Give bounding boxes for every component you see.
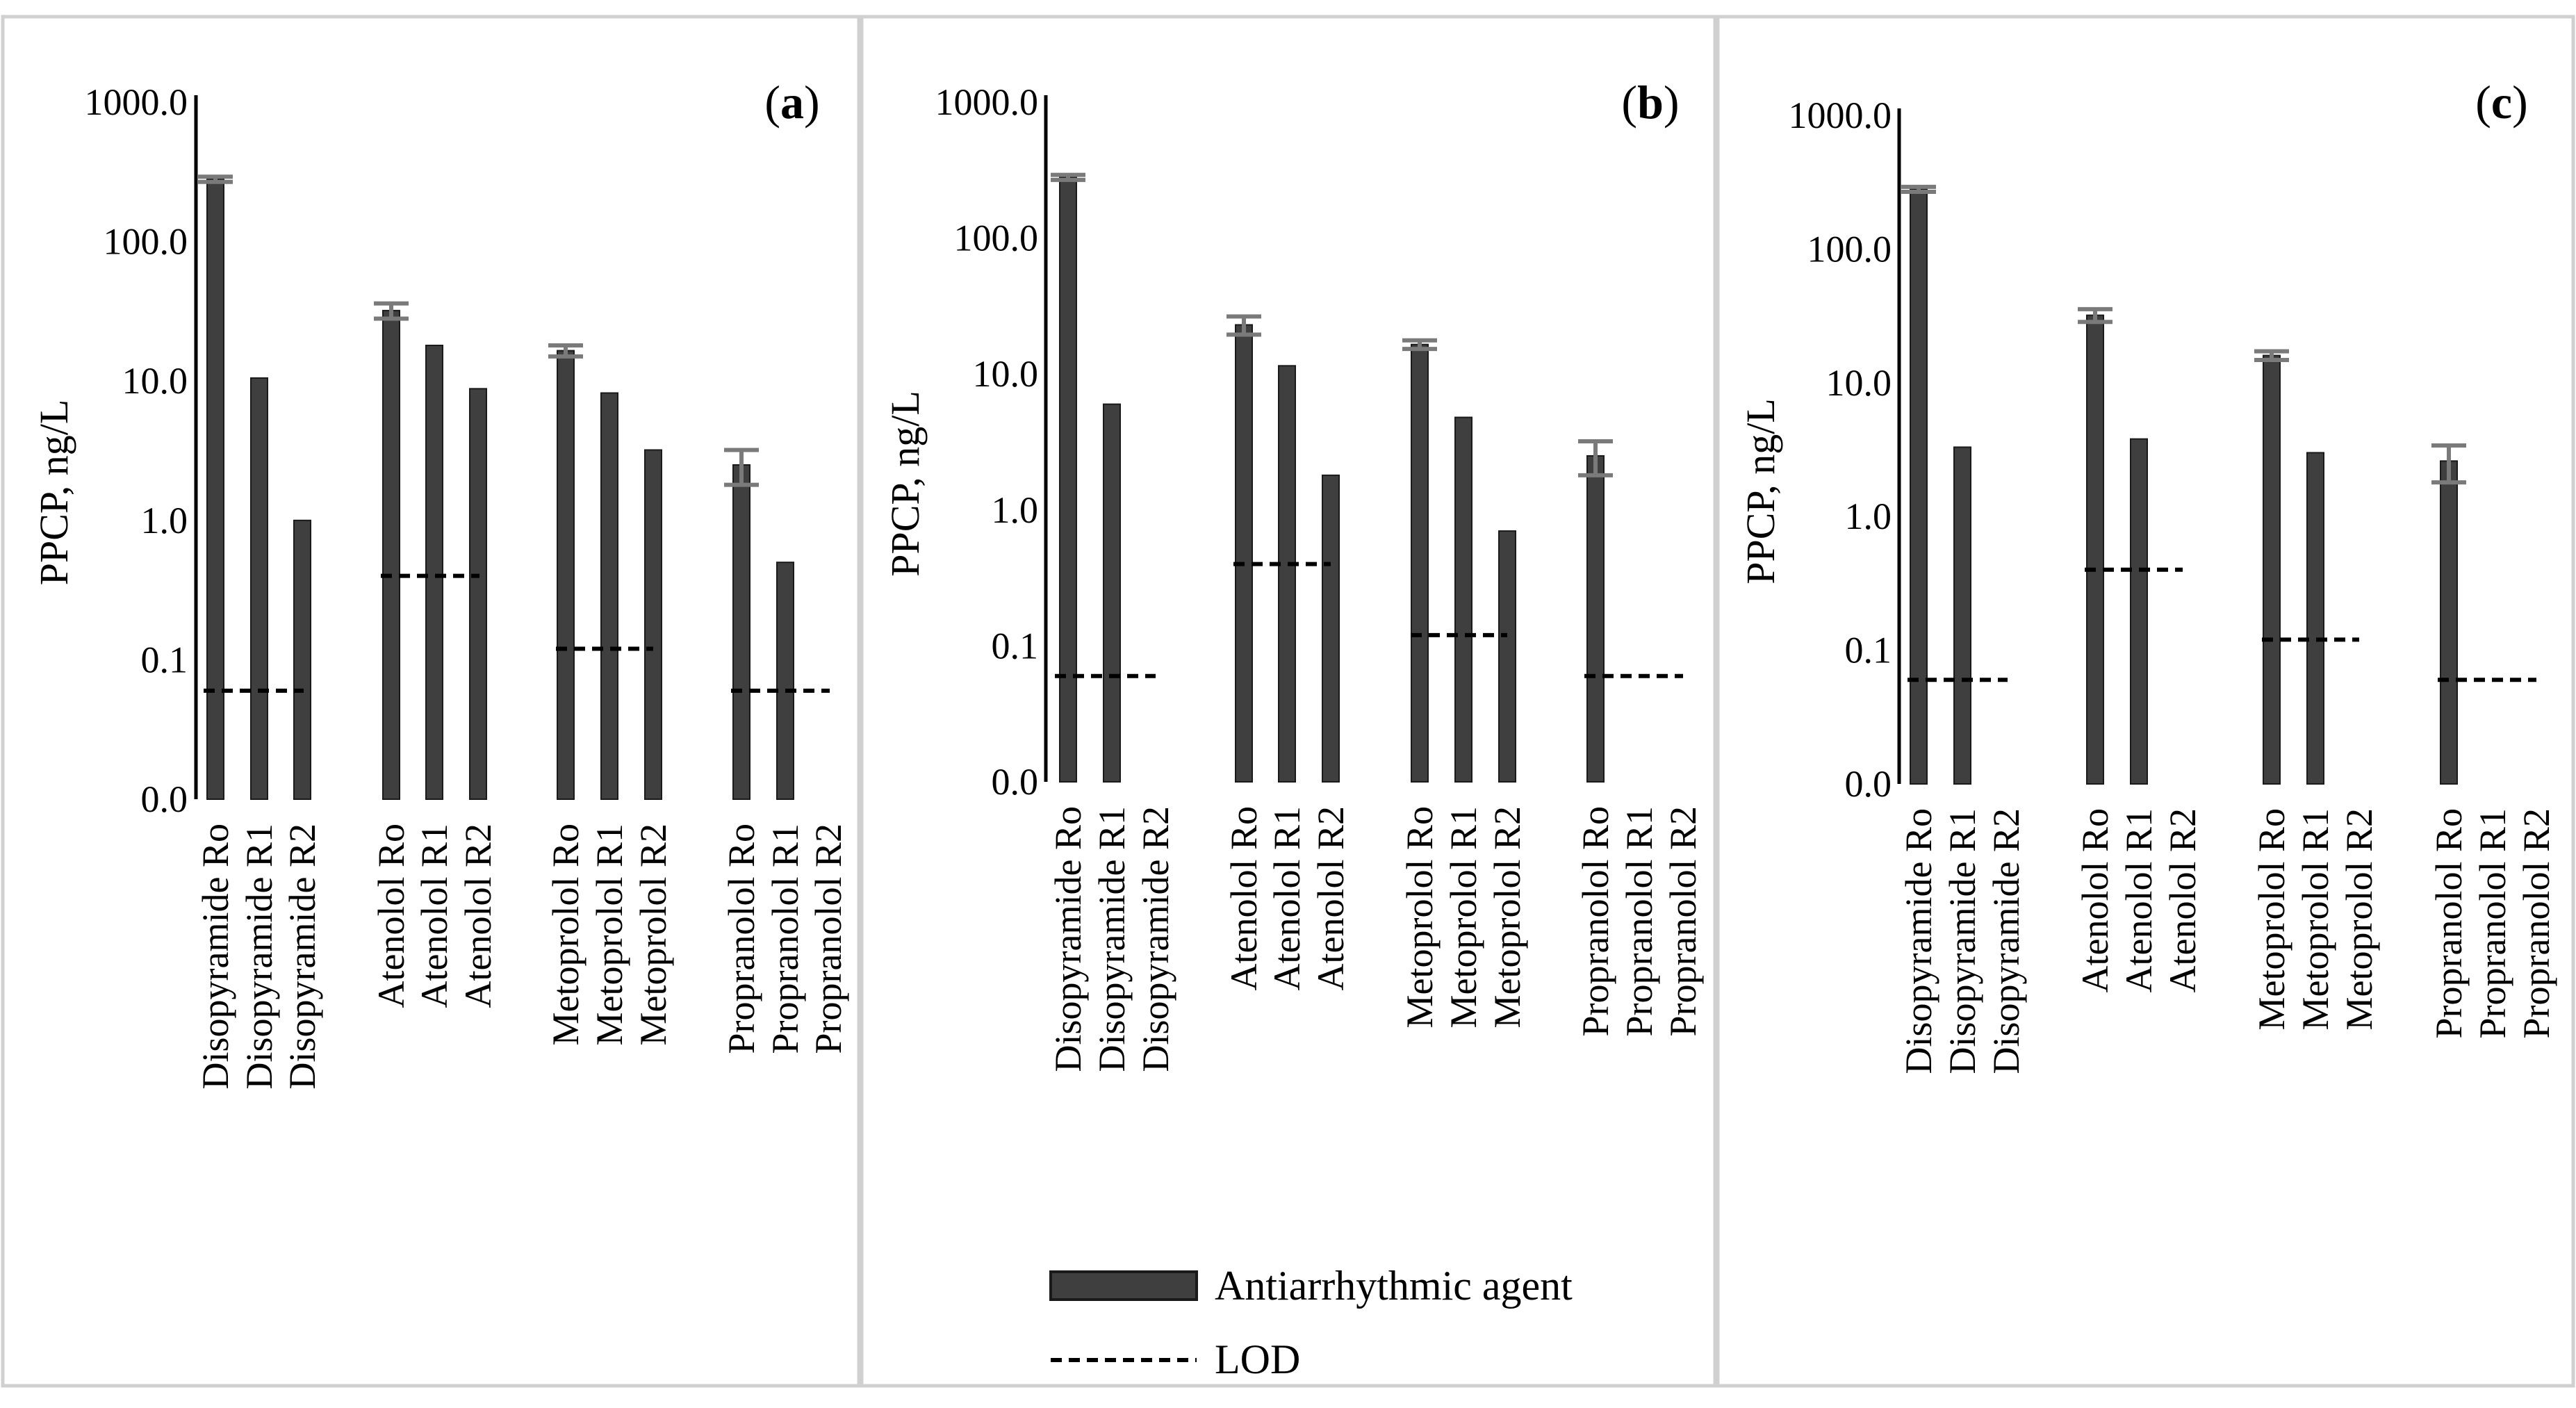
bar-metoprolol-r1 <box>600 392 618 800</box>
bar-atenolol-r2 <box>1322 474 1340 783</box>
y-axis-title: PPCP, ng/L <box>1738 398 1783 584</box>
category-label: Disopyramide R2 <box>1135 806 1176 1072</box>
category-label: Atenolol R2 <box>1310 806 1352 991</box>
bar-propranolol-ro <box>1586 455 1605 783</box>
bar-metoprolol-r2 <box>1498 530 1516 783</box>
bar-disopyramide-r1 <box>250 377 268 800</box>
legend-bar-swatch <box>1049 1270 1198 1301</box>
category-label: Metoprolol Ro <box>1399 806 1441 1029</box>
bar-metoprolol-ro <box>1411 343 1429 783</box>
bar-propranolol-ro <box>2440 460 2458 785</box>
category-label: Propranolol R1 <box>1618 806 1660 1037</box>
y-tick-label: 0.0 <box>1845 763 1892 805</box>
category-label: Atenolol R2 <box>457 824 499 1008</box>
panel-border <box>860 15 1717 1388</box>
category-label: Metoprolol Ro <box>2251 808 2292 1031</box>
bar-atenolol-r2 <box>469 388 487 800</box>
panels: 0.0 0.1 1.0 10.0 100.0 1000.0 PPCP, ng/L (a) Dis… <box>1 15 2575 1388</box>
y-tick-label: 1000.0 <box>85 81 188 123</box>
category-label: Disopyramide R1 <box>238 824 280 1089</box>
bar-metoprolol-r2 <box>644 449 662 800</box>
bar-atenolol-ro <box>1235 324 1253 783</box>
category-label: Metoprolol R1 <box>2295 808 2336 1031</box>
y-axis-title: PPCP, ng/L <box>31 400 76 586</box>
category-label: Disopyramide R1 <box>1091 806 1133 1072</box>
category-label: Propranolol R1 <box>764 824 806 1054</box>
y-tick-label: 100.0 <box>1807 228 1892 270</box>
bar-metoprolol-r1 <box>1454 416 1472 783</box>
bar-disopyramide-ro <box>1910 188 1928 785</box>
bar-metoprolol-r1 <box>2306 452 2324 785</box>
y-tick-label: 0.0 <box>141 778 188 820</box>
y-tick-label: 1.0 <box>1845 496 1892 537</box>
category-label: Propranolol R2 <box>807 824 849 1054</box>
y-tick-label: 1000.0 <box>1789 95 1892 136</box>
category-label: Disopyramide R2 <box>1985 808 2027 1074</box>
y-tick-label: 0.0 <box>992 761 1039 803</box>
category-label: Metoprolol R2 <box>2338 808 2380 1031</box>
panel-border <box>1 15 861 1388</box>
category-label: Propranolol R1 <box>2472 808 2513 1039</box>
legend-bar-label: Antiarrhythmic agent <box>1215 1263 1573 1309</box>
category-label: Metoprolol R2 <box>1486 806 1528 1029</box>
y-tick-label: 10.0 <box>122 360 188 402</box>
category-label: Atenolol R1 <box>413 824 455 1008</box>
category-label: Atenolol Ro <box>2074 808 2116 993</box>
category-label: Propranolol Ro <box>1575 806 1616 1037</box>
bar-propranolol-ro <box>732 464 750 800</box>
panel-border <box>1716 15 2575 1388</box>
y-tick-label: 10.0 <box>973 353 1039 395</box>
legend: Antiarrhythmic agent LOD <box>1049 1263 1573 1382</box>
y-tick-label: 0.1 <box>141 639 188 680</box>
bar-disopyramide-ro <box>1059 177 1077 783</box>
panel-tag: (c) <box>2475 76 2528 129</box>
y-tick-label: 1.0 <box>992 489 1039 531</box>
panel-tag: (b) <box>1621 76 1679 129</box>
category-label: Propranolol R2 <box>1662 806 1704 1037</box>
category-label: Metoprolol R1 <box>589 824 630 1046</box>
bar-atenolol-r1 <box>1278 365 1296 783</box>
bar-atenolol-r1 <box>2130 438 2148 785</box>
category-label: Propranolol R2 <box>2516 808 2557 1039</box>
y-axis-title: PPCP, ng/L <box>883 391 928 577</box>
panel-a: 0.0 0.1 1.0 10.0 100.0 1000.0 PPCP, ng/L (a) Dis… <box>1 15 861 1388</box>
bar-atenolol-r1 <box>425 344 443 801</box>
y-tick-label: 0.1 <box>992 625 1039 666</box>
y-tick-label: 100.0 <box>104 221 188 263</box>
category-label: Propranolol Ro <box>2428 808 2470 1039</box>
bar-atenolol-ro <box>382 309 400 800</box>
bar-metoprolol-ro <box>2263 354 2281 785</box>
category-label: Propranolol Ro <box>721 824 762 1054</box>
category-label: Metoprolol R1 <box>1443 806 1484 1029</box>
category-label: Atenolol R1 <box>2118 808 2160 993</box>
category-label: Metoprolol R2 <box>632 824 674 1046</box>
category-label: Disopyramide R2 <box>281 824 323 1089</box>
bar-metoprolol-ro <box>557 350 575 801</box>
y-tick-label: 1.0 <box>141 500 188 541</box>
category-label: Atenolol Ro <box>1223 806 1265 991</box>
category-label: Disopyramide Ro <box>195 824 236 1089</box>
y-tick-label: 0.1 <box>1845 630 1892 671</box>
category-label: Atenolol Ro <box>370 824 412 1008</box>
panel-b: 0.0 0.1 1.0 10.0 100.0 1000.0 PPCP, ng/L (b) Dis… <box>860 15 1717 1388</box>
bar-atenolol-ro <box>2086 314 2104 785</box>
category-label: Atenolol R2 <box>2162 808 2204 993</box>
legend-lod-label: LOD <box>1215 1336 1300 1382</box>
y-tick-label: 1000.0 <box>935 81 1039 123</box>
category-label: Disopyramide R1 <box>1942 808 1983 1074</box>
panel-tag: (a) <box>764 76 819 129</box>
bar-disopyramide-r2 <box>293 519 311 800</box>
bar-disopyramide-r1 <box>1953 446 1971 785</box>
category-label: Disopyramide Ro <box>1898 808 1939 1074</box>
bar-disopyramide-ro <box>206 178 224 800</box>
category-label: Metoprolol Ro <box>545 824 586 1046</box>
bar-propranolol-r1 <box>776 562 794 801</box>
category-label: Disopyramide Ro <box>1047 806 1089 1072</box>
bar-disopyramide-r1 <box>1103 403 1121 783</box>
panel-c: 0.0 0.1 1.0 10.0 100.0 1000.0 PPCP, ng/L (c) Dis… <box>1716 15 2575 1388</box>
y-tick-label: 10.0 <box>1826 362 1892 404</box>
y-tick-label: 100.0 <box>954 218 1039 259</box>
category-label: Atenolol R1 <box>1266 806 1308 991</box>
